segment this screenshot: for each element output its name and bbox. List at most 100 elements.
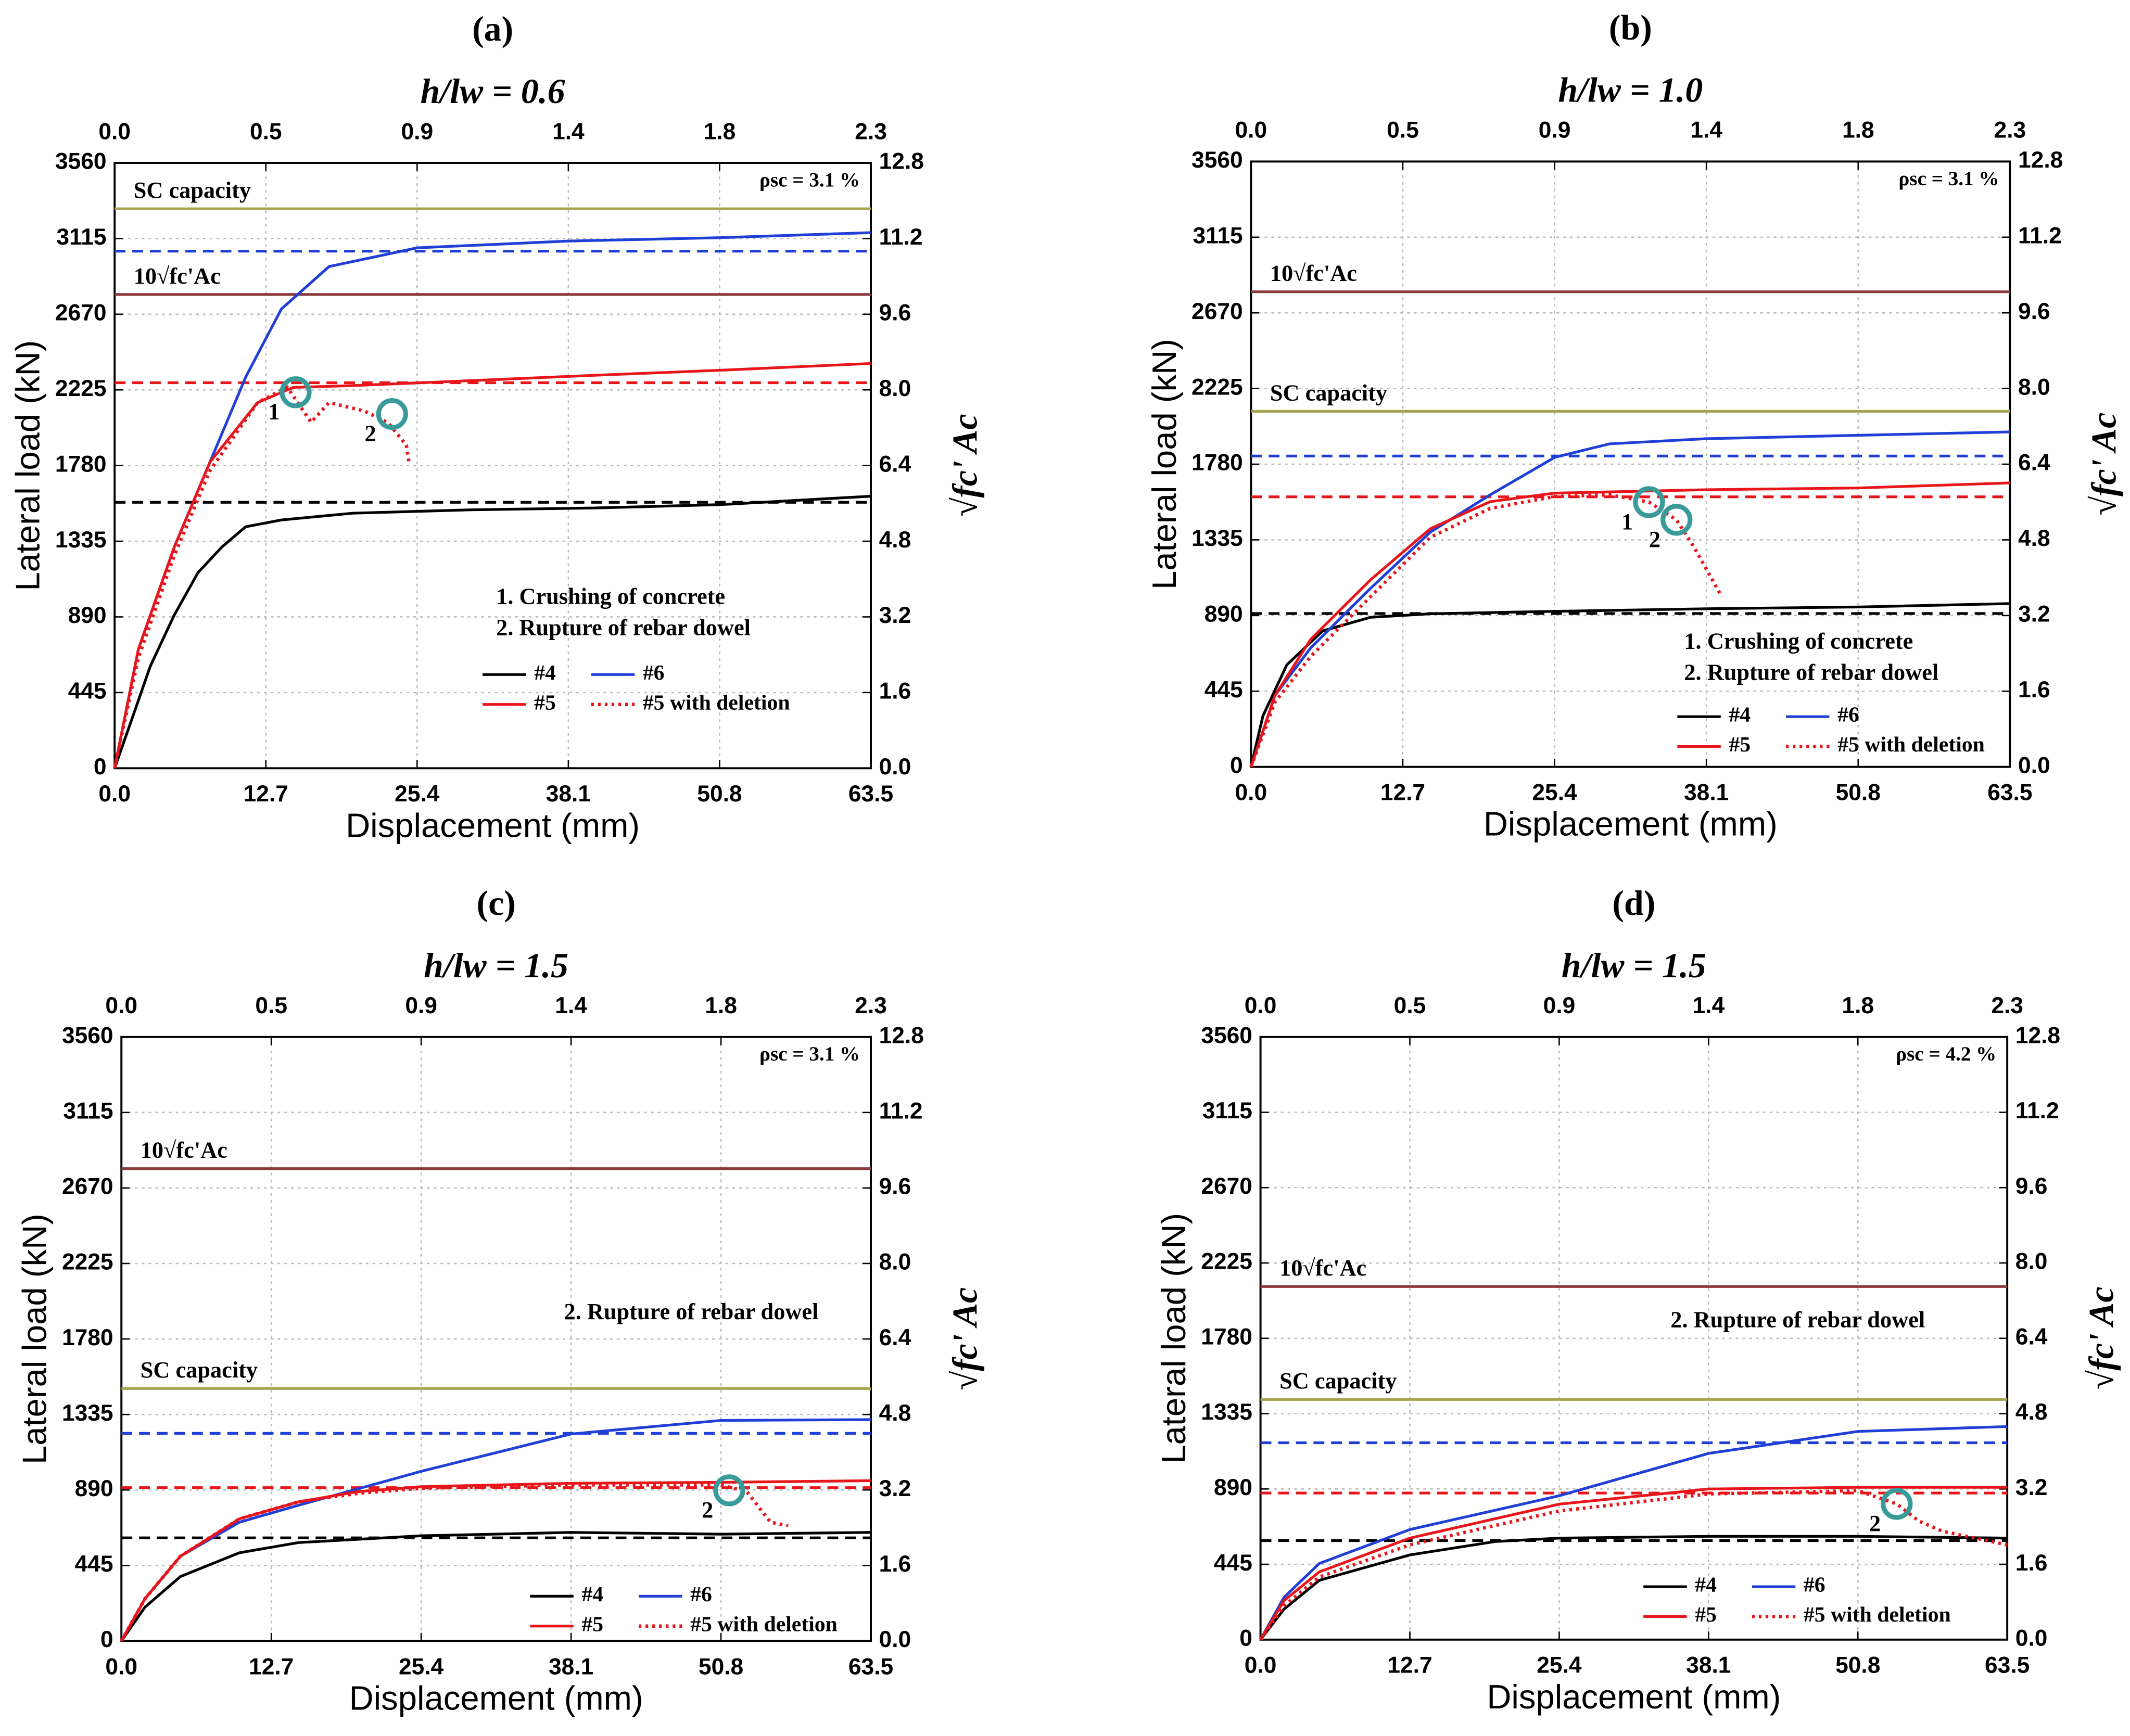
legend-label: #4 (1729, 703, 1751, 727)
y-tick-label: 3560 (1201, 1023, 1252, 1048)
marker-label: 2 (1649, 526, 1660, 552)
plot-frame (1259, 1036, 2009, 1641)
y-tick-label: 1335 (1191, 526, 1243, 551)
y2-tick-label: 4.8 (879, 527, 911, 553)
y2-axis-label: √fc' Ac (945, 1287, 984, 1390)
reference-label: 10√fc'Ac (134, 263, 221, 289)
annotation: ρsc = 4.2 % (1896, 1043, 1996, 1065)
x-tick-label: 63.5 (848, 781, 893, 807)
y-axis-label: Lateral load (kN) (9, 340, 47, 591)
x-tick-label: 38.1 (549, 1654, 593, 1679)
reference-label: 10√fc'Ac (1279, 1255, 1366, 1281)
x2-tick-label: 0.5 (250, 119, 282, 144)
y2-tick-label: 8.0 (879, 376, 911, 401)
reference-label: 10√fc'Ac (1270, 260, 1357, 286)
y-axis-label: Lateral load (kN) (1145, 339, 1183, 590)
y2-tick-label: 9.6 (2018, 299, 2050, 324)
y-tick-label: 3560 (1191, 147, 1243, 173)
x-axis-label: Displacement (mm) (346, 806, 640, 844)
y2-tick-label: 0.0 (2018, 752, 2050, 778)
x-tick-label: 50.8 (1835, 1653, 1880, 1678)
series-line (120, 1418, 871, 1642)
x-tick-label: 12.7 (249, 1654, 294, 1679)
x2-tick-label: 0.9 (401, 119, 434, 144)
y-tick-label: 1335 (62, 1400, 113, 1426)
x2-tick-label: 1.8 (1842, 118, 1874, 143)
y-tick-label: 1780 (1201, 1324, 1252, 1349)
x-tick-label: 0.0 (98, 781, 131, 807)
y2-tick-label: 6.4 (2018, 450, 2050, 476)
panel-label: (a) (472, 9, 513, 48)
legend-label: #6 (690, 1582, 712, 1606)
x2-tick-label: 0.9 (1543, 993, 1576, 1018)
x-tick-label: 63.5 (1985, 1653, 2030, 1678)
marker-label: 1 (268, 399, 280, 425)
y2-tick-label: 12.8 (879, 149, 924, 174)
note: 2. Rupture of rebar dowel (496, 614, 751, 640)
legend-label: #5 (581, 1612, 603, 1636)
series-line (1249, 430, 2010, 768)
series-line (113, 362, 871, 769)
y-tick-label: 2670 (62, 1174, 113, 1199)
y-tick-label: 1780 (55, 451, 107, 477)
x2-tick-label: 0.9 (405, 993, 437, 1018)
note: 2. Rupture of rebar dowel (564, 1298, 819, 1324)
y-tick-label: 1335 (55, 527, 107, 553)
y-tick-label: 2225 (1201, 1249, 1252, 1274)
marker-circle (280, 376, 312, 409)
x-tick-label: 63.5 (848, 1654, 893, 1679)
x2-tick-label: 0.0 (98, 119, 131, 144)
x-tick-label: 25.4 (1532, 780, 1577, 806)
x-tick-label: 0.0 (1235, 780, 1267, 806)
series-line (1259, 1486, 2008, 1641)
y2-tick-label: 8.0 (879, 1249, 911, 1275)
x-tick-label: 12.7 (1380, 780, 1425, 806)
marker-label: 2 (702, 1497, 713, 1523)
y-axis-label: Lateral load (kN) (16, 1214, 54, 1464)
y2-tick-label: 3.2 (2015, 1475, 2048, 1500)
annotation: ρsc = 3.1 % (759, 169, 860, 191)
series-line (1249, 481, 2010, 768)
y-tick-label: 445 (1205, 677, 1243, 703)
y-tick-label: 3115 (56, 224, 106, 250)
legend-label: #4 (581, 1582, 603, 1606)
series-line (1249, 602, 2010, 768)
y2-tick-label: 11.2 (2015, 1098, 2059, 1124)
y2-axis-label: √fc' Ac (2085, 413, 2124, 516)
y2-tick-label: 12.8 (2015, 1023, 2060, 1048)
y-tick-label: 2225 (55, 376, 107, 401)
y2-tick-label: 0.0 (879, 754, 911, 780)
x-tick-label: 25.4 (395, 781, 440, 807)
x-tick-label: 63.5 (1987, 780, 2032, 806)
legend-label: #5 (1695, 1603, 1717, 1627)
panel-label: (c) (477, 884, 516, 923)
x-tick-label: 38.1 (546, 781, 591, 807)
marker-circle (376, 398, 408, 430)
y2-tick-label: 6.4 (2015, 1324, 2048, 1349)
y2-tick-label: 6.4 (879, 1325, 911, 1350)
y-tick-label: 3115 (1193, 223, 1243, 249)
series-line (1259, 1535, 2008, 1641)
y-tick-label: 445 (68, 679, 107, 704)
y-tick-label: 0 (100, 1627, 113, 1652)
x-tick-label: 38.1 (1684, 780, 1729, 806)
legend-label: #5 (534, 691, 556, 714)
x2-tick-label: 1.8 (705, 993, 737, 1018)
y-tick-label: 0 (94, 754, 107, 780)
y2-tick-label: 4.8 (2018, 526, 2050, 551)
marker-label: 1 (1621, 508, 1633, 534)
y2-tick-label: 3.2 (879, 1476, 911, 1501)
x2-tick-label: 1.8 (704, 119, 736, 144)
y2-tick-label: 3.2 (2018, 602, 2050, 627)
y-tick-label: 3115 (1202, 1098, 1252, 1124)
y-tick-label: 445 (75, 1551, 113, 1577)
y2-tick-label: 9.6 (2015, 1173, 2048, 1199)
y2-axis-label: √fc' Ac (2082, 1287, 2121, 1390)
legend-label: #5 with deletion (1804, 1603, 1951, 1627)
y2-tick-label: 1.6 (879, 1551, 911, 1577)
legend-label: #5 with deletion (643, 691, 790, 714)
marker-circle (1633, 486, 1665, 518)
y2-tick-label: 9.6 (879, 1174, 911, 1199)
y2-tick-label: 11.2 (879, 224, 923, 250)
